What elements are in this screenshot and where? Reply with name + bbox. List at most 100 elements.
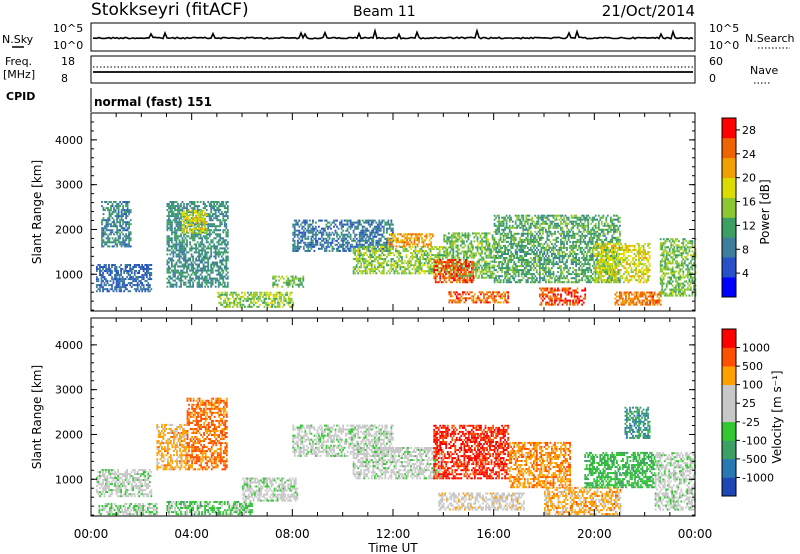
echo-cell (351, 245, 353, 248)
echo-cell (330, 227, 332, 230)
echo-cell (354, 250, 356, 253)
echo-cell (508, 277, 511, 280)
echo-cell (273, 277, 276, 280)
echo-cell (419, 248, 421, 251)
echo-cell (178, 277, 181, 280)
echo-cell (321, 219, 323, 222)
echo-cell (449, 240, 452, 243)
echo-cell (177, 225, 179, 228)
echo-cell (495, 295, 497, 298)
echo-cell (502, 228, 505, 231)
echo-cell (401, 241, 404, 244)
echo-cell (434, 281, 437, 284)
echo-cell (537, 216, 540, 219)
echo-cell (425, 258, 427, 261)
echo-cell (373, 260, 376, 263)
echo-cell (296, 235, 299, 238)
echo-cell (145, 288, 148, 291)
echo-cell (516, 232, 519, 235)
echo-cell (537, 255, 540, 257)
echo-cell (548, 271, 550, 274)
echo-cell (354, 221, 356, 224)
echo-cell (111, 217, 114, 220)
echo-cell (186, 269, 188, 272)
echo-cell (504, 259, 506, 261)
echo-cell (485, 250, 488, 253)
echo-cell (315, 227, 317, 230)
echo-cell (337, 245, 340, 248)
echo-cell (281, 301, 284, 304)
echo-cell (436, 261, 439, 264)
echo-cell (166, 235, 169, 238)
echo-cell (282, 277, 285, 280)
echo-cell (280, 297, 283, 300)
echo-cell (496, 271, 499, 274)
echo-cell (433, 265, 436, 268)
echo-cell (357, 254, 360, 257)
echo-cell (440, 261, 443, 264)
echo-cell (466, 275, 469, 278)
echo-cell (178, 249, 181, 252)
echo-cell (354, 252, 356, 255)
echo-cell (549, 222, 552, 225)
echo-cell (198, 283, 200, 286)
echo-cell (220, 255, 223, 258)
echo-cell (103, 264, 106, 266)
echo-cell (108, 245, 111, 248)
echo-cell (322, 239, 325, 242)
echo-cell (351, 221, 353, 224)
echo-cell (463, 242, 465, 245)
echo-cell (123, 278, 125, 281)
echo-cell (180, 241, 182, 244)
echo-cell (407, 241, 410, 244)
echo-cell (554, 263, 556, 266)
echo-cell (535, 240, 538, 243)
echo-cell (487, 270, 489, 273)
echo-cell (514, 253, 517, 255)
echo-cell (540, 238, 543, 241)
echo-cell (398, 233, 401, 236)
echo-cell (322, 237, 325, 240)
echo-cell (528, 240, 531, 243)
echo-cell (115, 280, 118, 283)
echo-cell (465, 265, 467, 268)
echo-cell (414, 262, 417, 265)
echo-cell (454, 301, 457, 304)
echo-cell (342, 233, 344, 236)
echo-cell (461, 246, 464, 249)
echo-cell (105, 266, 107, 268)
echo-cell (321, 243, 323, 246)
echo-cell (405, 262, 408, 265)
echo-cell (213, 263, 216, 266)
echo-cell (357, 221, 360, 224)
echo-cell (349, 227, 352, 230)
echo-cell (390, 262, 393, 265)
echo-cell (198, 263, 200, 266)
echo-cell (535, 263, 538, 266)
echo-cell (148, 278, 151, 281)
echo-cell (417, 266, 420, 269)
echo-cell (479, 242, 482, 245)
echo-cell (183, 213, 185, 216)
echo-cell (507, 293, 510, 296)
echo-cell (97, 284, 100, 287)
echo-cell (251, 305, 254, 308)
echo-cell (448, 259, 451, 261)
echo-cell (110, 231, 112, 234)
echo-cell (448, 293, 451, 296)
echo-cell (411, 252, 414, 255)
echo-cell (120, 274, 122, 276)
echo-cell (180, 225, 182, 228)
echo-cell (433, 271, 436, 274)
echo-cell (446, 242, 449, 245)
echo-cell (499, 251, 502, 253)
echo-cell (455, 258, 458, 261)
echo-cell (406, 243, 408, 246)
echo-cell (220, 221, 223, 224)
echo-cell (96, 280, 98, 283)
echo-cell (472, 268, 474, 271)
echo-cell (411, 268, 414, 271)
echo-cell (425, 237, 428, 240)
echo-cell (102, 266, 104, 268)
echo-cell (491, 264, 494, 267)
